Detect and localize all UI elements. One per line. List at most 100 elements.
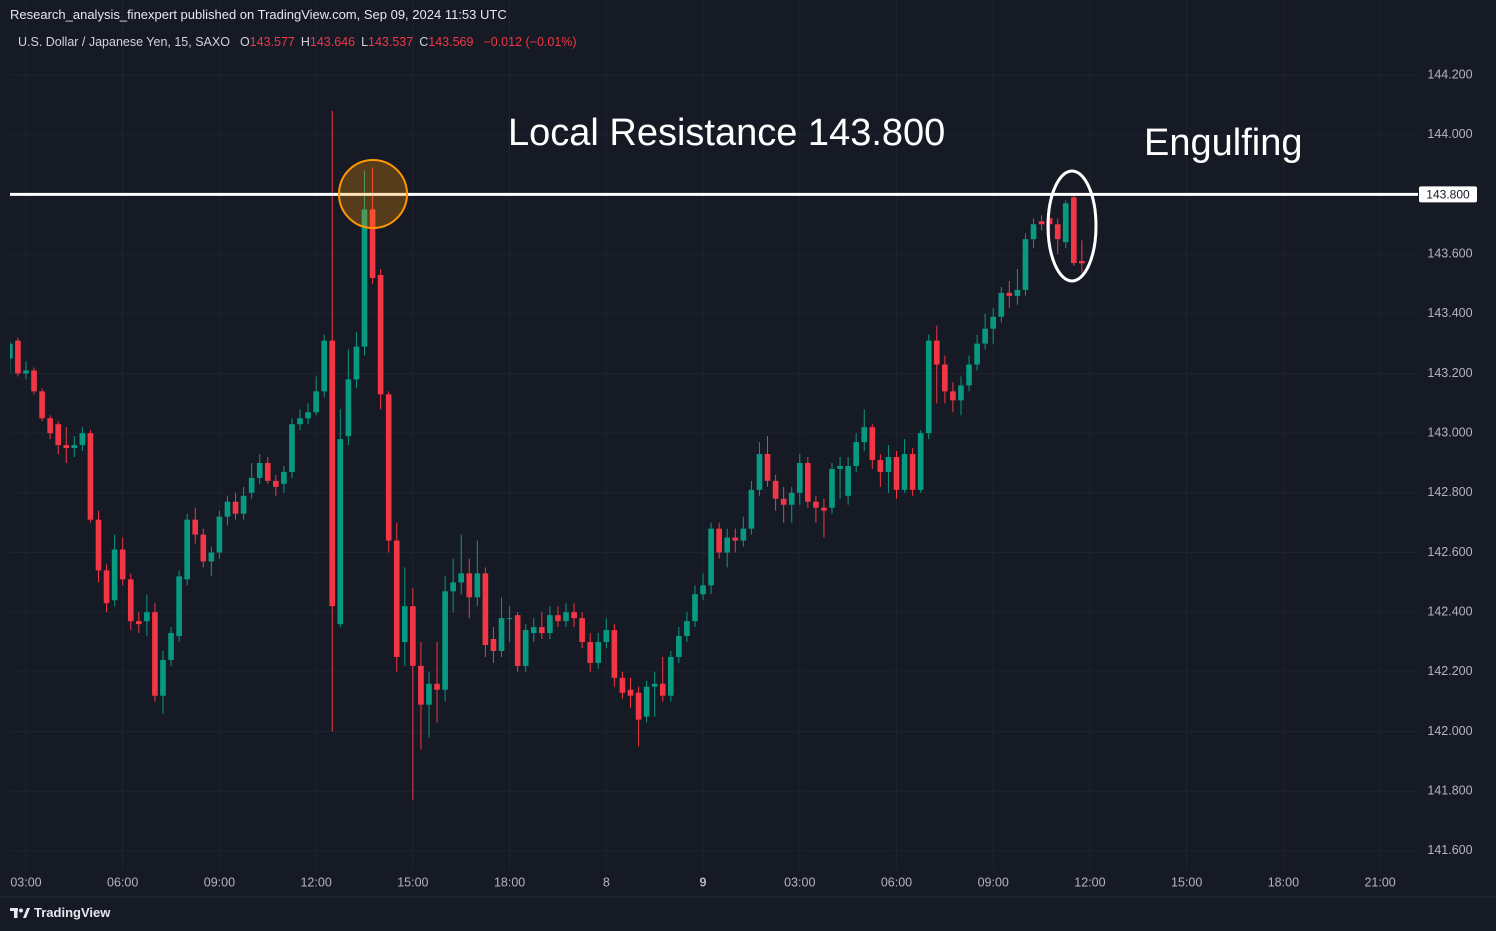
candle-body [522, 630, 529, 666]
candle-body [111, 549, 118, 601]
candle-body [813, 501, 819, 508]
candle-body [498, 618, 505, 651]
candle-body [39, 391, 45, 419]
candle-body [788, 492, 795, 505]
candle-body [700, 585, 706, 595]
footer-text: TradingView [34, 905, 111, 920]
candle-body [15, 340, 21, 374]
candle-body [748, 489, 755, 529]
highlight-circle [338, 159, 408, 229]
candle-body [410, 606, 416, 666]
candle-body [31, 370, 37, 392]
candle-body [539, 627, 545, 634]
candle-body [152, 612, 158, 696]
candle-body [47, 418, 53, 434]
x-tick-label: 21:00 [1364, 875, 1395, 889]
candle-body [845, 465, 851, 496]
candle-body [313, 391, 319, 413]
logo [10, 907, 30, 918]
x-tick-label: 18:00 [494, 875, 525, 889]
x-tick-label: 12:00 [1074, 875, 1105, 889]
candle-body [1030, 224, 1037, 240]
candle-body [998, 292, 1005, 317]
candle-body [297, 418, 303, 425]
x-tick-label: 03:00 [10, 875, 41, 889]
candle-body [361, 209, 368, 347]
candle-body [135, 621, 142, 625]
candle-body [974, 343, 980, 365]
candles [10, 110, 1085, 801]
y-tick-label: 142.400 [1427, 604, 1472, 618]
candle-body [144, 612, 150, 622]
candle-body [232, 501, 239, 514]
candle-body [273, 480, 279, 487]
candle-body [514, 615, 521, 666]
candle-body [587, 642, 594, 663]
candle-body [555, 615, 561, 622]
candle-body [305, 412, 311, 419]
candle-body [1054, 224, 1061, 240]
candle-body [79, 433, 86, 446]
ohlc-value: 143.537 [368, 35, 414, 49]
candle-body [506, 618, 513, 620]
ohlc-label: C [419, 35, 429, 49]
candle-body [708, 528, 714, 586]
candle-body [724, 537, 731, 553]
candle-body [780, 498, 787, 505]
candle-body [281, 471, 287, 484]
candle-body [256, 462, 263, 478]
candle-body [321, 340, 328, 392]
candle-body [732, 537, 739, 541]
symbol-legend: U.S. Dollar / Japanese Yen, 15, SAXO O 14… [18, 35, 577, 49]
ohlc: O 143.577 H 143.646 L 143.537 C 143.569 [234, 35, 474, 49]
candle-body [490, 639, 497, 651]
candle-body [651, 683, 658, 687]
candle-body [63, 445, 70, 449]
x-tick-label: 15:00 [1171, 875, 1202, 889]
candle-body [337, 439, 344, 625]
x-tick-label: 06:00 [881, 875, 912, 889]
candle-body [676, 636, 682, 657]
candle-body [982, 328, 988, 344]
candle-body [990, 316, 997, 329]
candle-body [474, 573, 481, 598]
candle-body [692, 594, 698, 622]
candle-body [55, 424, 62, 446]
candle-body [10, 343, 13, 359]
candle-body [466, 573, 473, 598]
candle-body [71, 445, 78, 449]
candle-body [1038, 221, 1045, 225]
highlight-ellipse [1046, 169, 1098, 283]
candle-body [103, 570, 110, 604]
candle-body [353, 346, 360, 380]
candle-body [764, 454, 771, 481]
candle-body [796, 462, 803, 493]
candle-body [901, 454, 908, 490]
candle-body [684, 621, 690, 637]
candle-body [264, 462, 271, 481]
candle-body [571, 612, 577, 619]
candle-body [740, 528, 747, 541]
candle-body [579, 618, 585, 643]
y-tick-label: 141.800 [1427, 784, 1472, 798]
candle-body [829, 468, 835, 508]
candle-body [458, 573, 465, 583]
candle-body [482, 573, 489, 646]
candle-body [837, 465, 843, 469]
candle-body [595, 642, 602, 663]
y-tick-label: 142.600 [1427, 545, 1472, 559]
candle-body [893, 457, 900, 490]
candle-body [1014, 289, 1021, 296]
candle-body [716, 528, 722, 553]
candle-body [909, 454, 916, 490]
candle-body [1006, 292, 1013, 296]
ohlc-label: L [361, 35, 369, 49]
x-tick-label: 18:00 [1268, 875, 1299, 889]
candle-body [393, 540, 400, 657]
y-tick-label: 142.000 [1427, 724, 1472, 738]
candle-body [442, 591, 448, 690]
candle-body [659, 683, 666, 696]
annotation: Local Resistance 143.800 [508, 112, 946, 154]
